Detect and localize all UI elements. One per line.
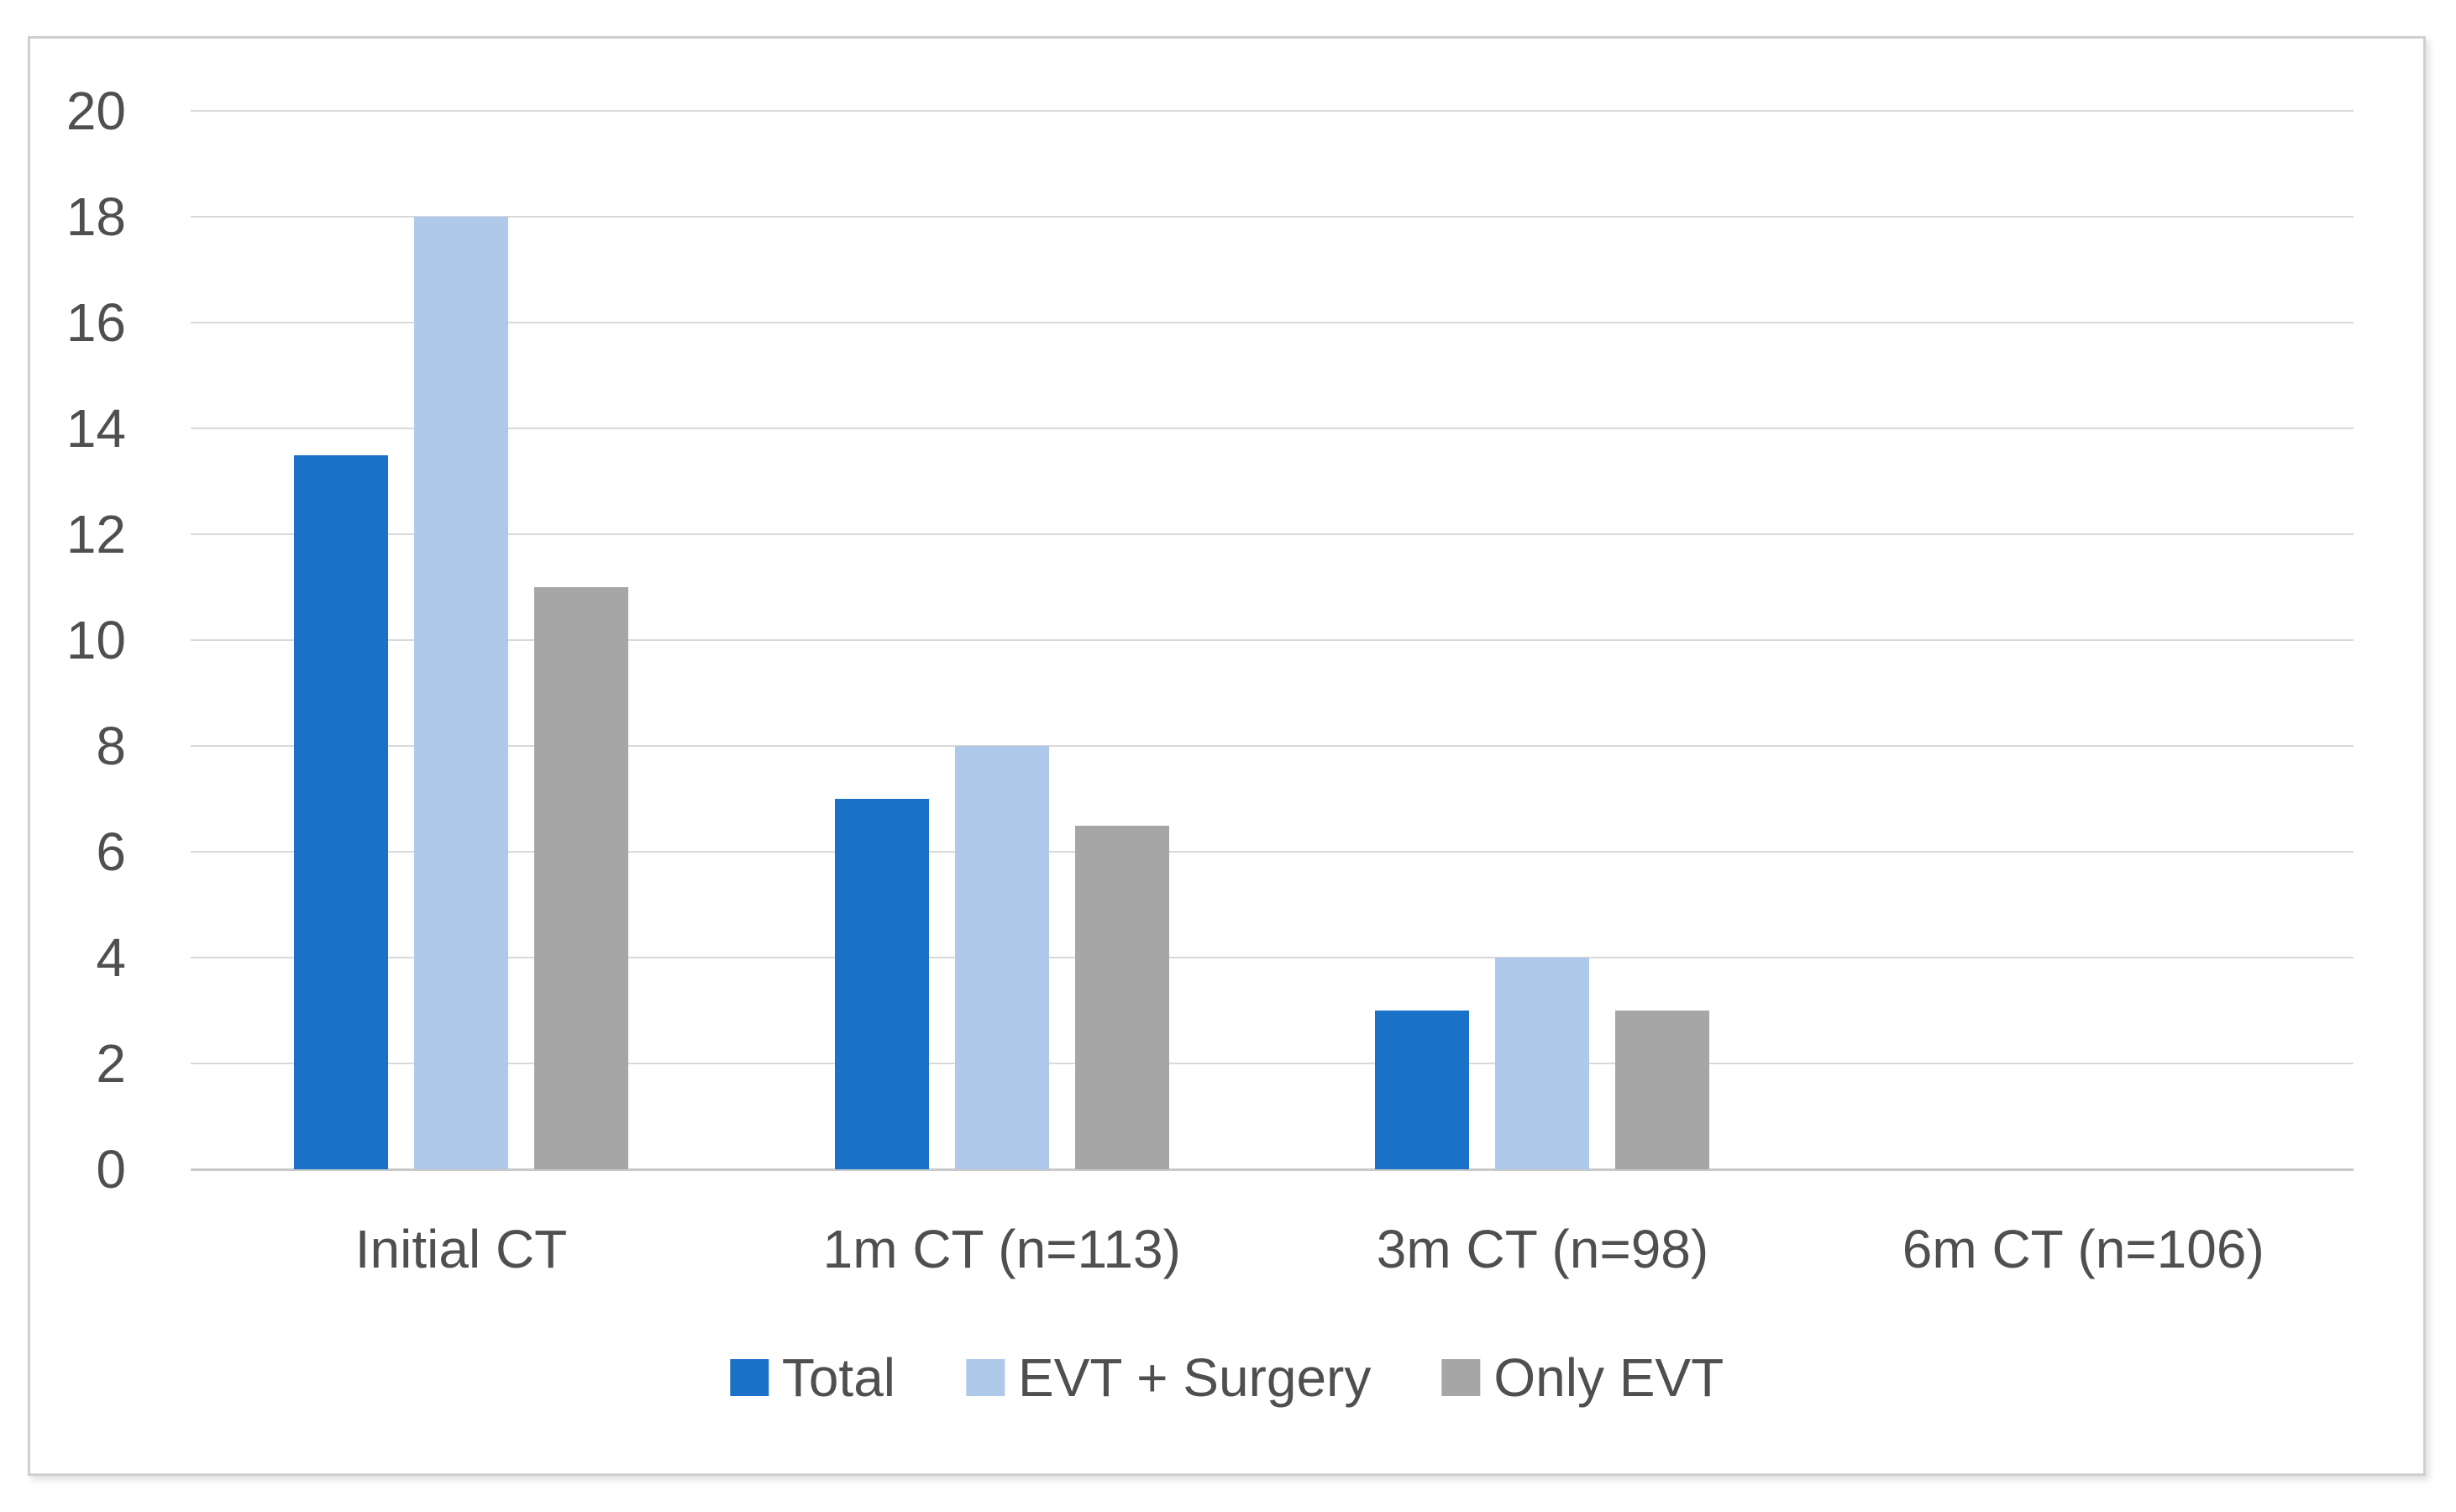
gridline-y-4 (191, 957, 2354, 958)
gridline-y-8 (191, 745, 2354, 747)
bar-evt-surgery-initial-ct (413, 217, 508, 1169)
y-tick-label-20: 20 (66, 81, 126, 141)
y-tick-label-8: 8 (96, 716, 126, 776)
legend-item-evt-surgery: EVT + Surgery (966, 1351, 1371, 1404)
x-category-label-6m-ct-n-106: 6m CT (n=106) (1902, 1219, 2264, 1279)
legend-label-total: Total (781, 1347, 895, 1408)
bar-only-evt-3m-ct-n-98 (1615, 1011, 1710, 1169)
gridline-y-12 (191, 533, 2354, 535)
y-tick-label-10: 10 (66, 610, 126, 670)
x-axis-line (191, 1168, 2354, 1171)
gridline-y-20 (191, 110, 2354, 112)
y-tick-label-4: 4 (96, 927, 126, 988)
bar-evt-surgery-3m-ct-n-98 (1495, 958, 1590, 1169)
x-category-label-initial-ct: Initial CT (354, 1219, 568, 1279)
bar-total-initial-ct (293, 454, 388, 1169)
bar-only-evt-initial-ct (533, 587, 628, 1169)
gridline-y-18 (191, 216, 2354, 218)
x-category-label-1m-ct-n-113: 1m CT (n=113) (822, 1219, 1181, 1279)
bar-only-evt-1m-ct-n-113 (1074, 825, 1169, 1169)
chart-frame: 0 2 4 6 8 10 12 14 16 18 20 Initial CT 1m CT (n=113)… (28, 36, 2426, 1476)
y-tick-label-18: 18 (66, 186, 126, 247)
legend-label-evt-surgery: EVT + Surgery (1018, 1347, 1372, 1408)
gridline-y-14 (191, 428, 2354, 429)
legend-swatch-total (729, 1359, 769, 1396)
y-tick-label-0: 0 (96, 1139, 126, 1200)
legend-item-only-evt: Only EVT (1441, 1351, 1724, 1404)
bar-evt-surgery-1m-ct-n-113 (954, 746, 1049, 1169)
bar-total-3m-ct-n-98 (1375, 1011, 1470, 1169)
gridline-y-2 (191, 1063, 2354, 1064)
gridline-y-10 (191, 639, 2354, 641)
y-tick-label-6: 6 (96, 822, 126, 882)
gridline-y-16 (191, 322, 2354, 323)
y-tick-label-16: 16 (66, 292, 126, 353)
legend-swatch-evt-surgery (966, 1359, 1005, 1396)
legend-swatch-only-evt (1441, 1359, 1481, 1396)
y-tick-label-14: 14 (66, 398, 126, 459)
plot-area: 0 2 4 6 8 10 12 14 16 18 20 Initial CT 1m CT (n=113)… (66, 81, 2354, 1279)
legend-item-total: Total (729, 1347, 895, 1408)
y-tick-label-2: 2 (96, 1033, 126, 1094)
legend-label-only-evt: Only EVT (1493, 1347, 1724, 1408)
x-category-label-3m-ct-n-98: 3m CT (n=98) (1376, 1219, 1709, 1279)
gridline-y-6 (191, 851, 2354, 853)
y-tick-label-12: 12 (66, 504, 126, 564)
legend: Total EVT + Surgery Only EVT (729, 1347, 1724, 1408)
bar-total-1m-ct-n-113 (834, 799, 929, 1169)
